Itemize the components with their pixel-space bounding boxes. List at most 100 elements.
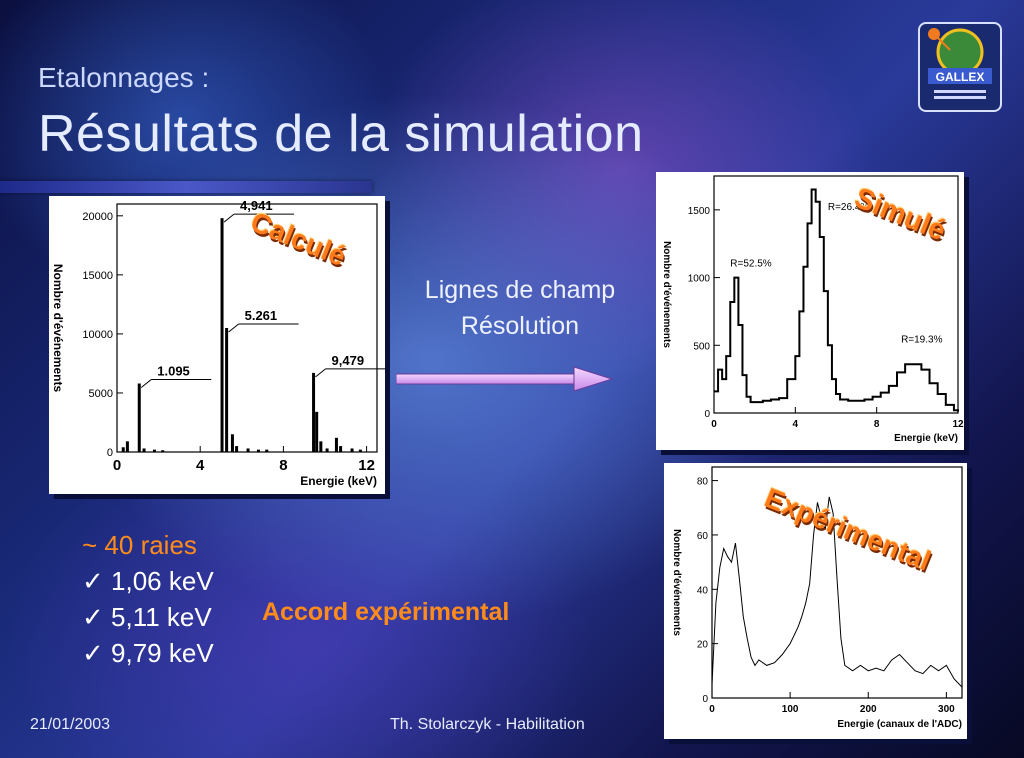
spectrum-bar — [230, 434, 234, 452]
spectrum-bar — [137, 383, 141, 452]
y-tick-label: 0 — [107, 447, 113, 459]
logo-text: GALLEX — [936, 70, 985, 84]
y-tick-label: 60 — [697, 531, 709, 542]
simulated-spectrum-chart: 0 500 1000 1500 0 4 8 12 Energie (keV) Nombre d'é… — [661, 175, 964, 444]
annotation-leader — [228, 323, 239, 333]
bullet-text: 1,06 keV — [111, 566, 214, 596]
check-icon: ✓ — [82, 602, 104, 632]
spectrum-bar — [265, 449, 269, 452]
bullet-item: ✓ 9,79 keV — [82, 635, 214, 671]
gallex-logo-graphic: GALLEX — [928, 28, 992, 99]
x-tick-label: 0 — [709, 704, 715, 715]
bullet-text: 40 raies — [104, 530, 197, 560]
y-tick-label: 20000 — [82, 211, 113, 223]
x-tick-label: 0 — [113, 457, 121, 474]
check-icon: ✓ — [82, 566, 104, 596]
experimental-chart-panel: 0 20 40 60 80 0 100 200 300 Energie (canaux de l'… — [664, 463, 967, 739]
middle-caption-line2: Résolution — [460, 312, 580, 340]
experimental-spectrum-chart: 0 20 40 60 80 0 100 200 300 Energie (canaux de l'… — [671, 466, 963, 730]
x-tick-label: 4 — [793, 419, 799, 430]
peak-annotation: 4,941 — [240, 198, 273, 213]
spectrum-bar — [220, 218, 224, 452]
y-axis-label: Nombre d'événements — [51, 264, 65, 393]
bullet-item: ✓ 5,11 keV — [82, 599, 214, 635]
x-axis-label: Energie (keV) — [300, 474, 377, 488]
y-tick-label: 500 — [693, 341, 710, 352]
x-tick-label: 300 — [938, 704, 955, 715]
annotation-leader — [140, 379, 152, 388]
x-tick-label: 0 — [711, 419, 717, 430]
bullet-item: ✓ 1,06 keV — [82, 563, 214, 599]
bullet-text: 5,11 keV — [111, 602, 212, 632]
y-tick-label: 15000 — [82, 270, 113, 282]
x-tick-label: 100 — [782, 704, 799, 715]
calculated-chart-panel: 0 5000 10000 15000 20000 0 4 8 12 Energie (keV) No… — [49, 196, 386, 494]
simulated-chart-panel: 0 500 1000 1500 0 4 8 12 Energie (keV) Nombre d'é… — [656, 172, 964, 450]
spectrum-bar — [246, 448, 250, 452]
annotation-leader — [223, 213, 235, 223]
spectrum-bar — [121, 447, 125, 452]
y-tick-label: 1500 — [688, 206, 711, 217]
bullet-list: ~ 40 raies ✓ 1,06 keV ✓ 5,11 keV ✓ 9,79 … — [82, 527, 214, 671]
bullet-mark: ~ — [82, 530, 98, 560]
y-axis-label: Nombre d'événements — [671, 529, 682, 636]
y-tick-label: 5000 — [89, 388, 113, 400]
slide-title: Résultats de la simulation — [38, 105, 644, 163]
x-axis-label: Energie (canaux de l'ADC) — [837, 719, 962, 730]
spectrum-bar — [161, 450, 165, 452]
x-tick-label: 8 — [279, 457, 287, 474]
spectrum-bar — [142, 448, 146, 452]
spectrum-bar — [152, 449, 156, 452]
spectrum-bar — [319, 441, 323, 452]
x-tick-label: 8 — [874, 419, 880, 430]
spectrum-line — [711, 496, 963, 688]
resolution-annotation: R=52.5% — [730, 259, 772, 270]
arrow-graphic — [396, 366, 614, 392]
annotation-leader — [315, 368, 326, 378]
spectrum-bar — [358, 449, 362, 452]
spectrum-line — [714, 188, 959, 412]
slide-subtitle: Etalonnages : — [38, 62, 210, 93]
peak-annotation: 9,479 — [332, 353, 365, 368]
spectrum-bar — [312, 372, 316, 452]
footer-date: 21/01/2003 — [30, 716, 111, 733]
spectrum-bar — [225, 328, 229, 452]
spectrum-bar — [315, 411, 319, 452]
check-icon: ✓ — [82, 638, 104, 668]
spectrum-bar — [256, 449, 260, 452]
peak-annotation: 5.261 — [245, 308, 278, 323]
title-underline-bar — [0, 181, 372, 193]
y-tick-label: 1000 — [688, 274, 711, 285]
bullet-item: ~ 40 raies — [82, 527, 214, 563]
resolution-annotation: R=19.3% — [901, 335, 943, 346]
spectrum-bar — [125, 441, 129, 452]
x-tick-label: 200 — [860, 704, 877, 715]
y-axis-label: Nombre d'événements — [661, 241, 672, 348]
spectrum-bar — [350, 448, 354, 452]
footer-author: Th. Stolarczyk - Habilitation — [390, 716, 585, 733]
middle-caption: Lignes de champ Résolution — [395, 272, 645, 344]
x-tick-label: 12 — [952, 419, 964, 430]
gallex-logo: GALLEX — [918, 22, 1002, 112]
spectrum-bar — [339, 446, 343, 452]
spectrum-bar — [235, 446, 239, 452]
plot-frame — [711, 466, 963, 699]
y-tick-label: 0 — [704, 409, 710, 420]
x-tick-label: 12 — [358, 457, 375, 474]
plot-frame — [713, 175, 959, 414]
x-tick-label: 4 — [196, 457, 205, 474]
spectrum-bar — [325, 448, 329, 452]
y-tick-label: 80 — [697, 477, 709, 488]
y-tick-label: 0 — [702, 694, 708, 705]
spectrum-bar — [334, 437, 338, 452]
y-tick-label: 40 — [697, 585, 709, 596]
bullet-text: 9,79 keV — [111, 638, 214, 668]
peak-annotation: 1.095 — [157, 364, 190, 379]
y-tick-label: 10000 — [82, 329, 113, 341]
y-tick-label: 20 — [697, 640, 709, 651]
resolution-annotation: R=26.4% — [828, 202, 870, 213]
middle-caption-line1: Lignes de champ — [424, 276, 616, 304]
x-axis-label: Energie (keV) — [894, 433, 958, 444]
accord-experimental-text: Accord expérimental — [262, 598, 510, 626]
